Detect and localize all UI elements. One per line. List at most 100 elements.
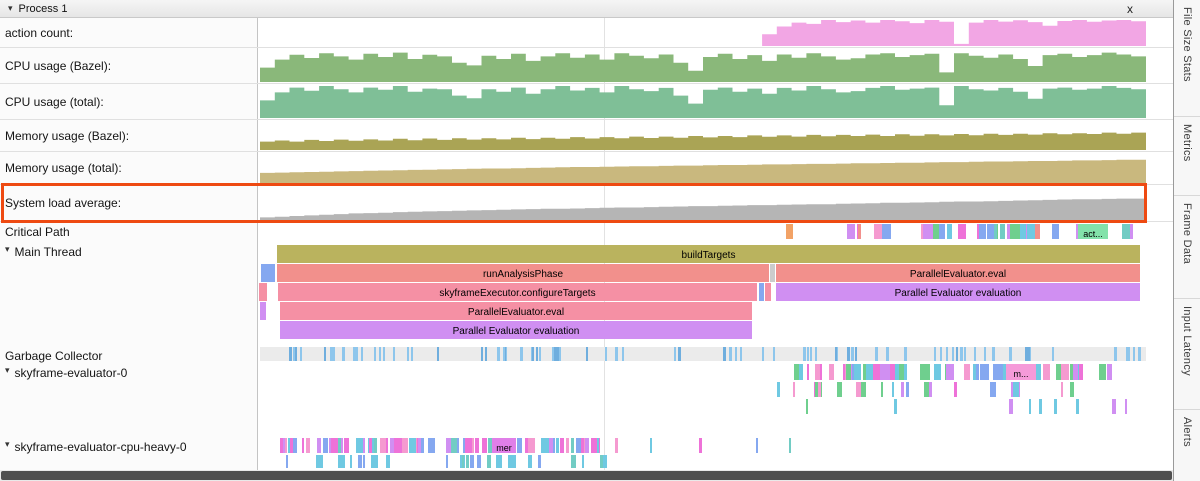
- slice[interactable]: [476, 455, 481, 468]
- slice[interactable]: [621, 347, 624, 361]
- collapse-triangle-icon[interactable]: ▾: [8, 3, 13, 13]
- slice[interactable]: [496, 347, 500, 361]
- slice[interactable]: [992, 347, 995, 361]
- slice[interactable]: [814, 364, 820, 380]
- slice[interactable]: Parallel Evaluator evaluation: [776, 283, 1140, 301]
- slice[interactable]: [978, 224, 986, 239]
- slice[interactable]: [650, 438, 652, 453]
- tab-file-size-stats[interactable]: File Size Stats: [1174, 0, 1200, 117]
- slice[interactable]: Parallel Evaluator evaluation: [280, 321, 752, 339]
- slice[interactable]: [305, 438, 310, 453]
- slice[interactable]: [356, 347, 359, 361]
- slice[interactable]: [920, 364, 930, 380]
- slice[interactable]: [945, 347, 949, 361]
- slice[interactable]: [859, 382, 867, 397]
- slice[interactable]: [340, 455, 346, 468]
- slice[interactable]: [450, 438, 458, 453]
- slice[interactable]: [540, 438, 549, 453]
- slice[interactable]: [854, 347, 857, 361]
- slice[interactable]: [818, 382, 821, 397]
- slice[interactable]: [337, 455, 342, 468]
- slice[interactable]: [960, 347, 964, 361]
- slice[interactable]: [330, 347, 334, 361]
- slice[interactable]: [805, 399, 809, 414]
- slice[interactable]: [875, 364, 884, 380]
- slice[interactable]: [835, 347, 838, 361]
- collapse-triangle-icon[interactable]: ▾: [5, 365, 10, 375]
- slice[interactable]: [851, 347, 854, 361]
- horizontal-scrollbar[interactable]: [0, 470, 1173, 481]
- slice[interactable]: [290, 438, 293, 453]
- slice[interactable]: [584, 438, 590, 453]
- slice[interactable]: [486, 455, 491, 468]
- slice[interactable]: [940, 347, 943, 361]
- slice[interactable]: [474, 438, 479, 453]
- slice[interactable]: [481, 438, 488, 453]
- collapse-triangle-icon[interactable]: ▾: [5, 244, 10, 254]
- scrollbar-thumb[interactable]: [1, 471, 1172, 480]
- badge-slice[interactable]: act...: [1078, 224, 1108, 239]
- slice[interactable]: [586, 347, 589, 361]
- slice[interactable]: [972, 364, 977, 380]
- slice[interactable]: [777, 382, 780, 397]
- track-label-cpu-usage-bazel[interactable]: CPU usage (Bazel):: [0, 48, 258, 83]
- slice[interactable]: [557, 347, 561, 361]
- slice[interactable]: [537, 455, 541, 468]
- slice[interactable]: [294, 347, 298, 361]
- slice[interactable]: [575, 438, 583, 453]
- slice[interactable]: [806, 347, 809, 361]
- slice[interactable]: [761, 347, 765, 361]
- slice[interactable]: [976, 364, 979, 380]
- slice[interactable]: [527, 438, 535, 453]
- slice[interactable]: skyframeExecutor.configureTargets: [278, 283, 757, 301]
- slice[interactable]: [1072, 364, 1078, 380]
- slice[interactable]: [1111, 399, 1116, 414]
- slice[interactable]: [1070, 382, 1075, 397]
- track-label-skyframe-evaluator-0[interactable]: ▾ skyframe-evaluator-0: [0, 363, 258, 437]
- slice[interactable]: [350, 455, 353, 468]
- slice[interactable]: [604, 347, 607, 361]
- slice[interactable]: ParallelEvaluator.eval: [280, 302, 752, 320]
- slice[interactable]: [1121, 224, 1130, 239]
- slice[interactable]: [368, 438, 373, 453]
- slice[interactable]: [880, 364, 890, 380]
- slice[interactable]: [373, 347, 377, 361]
- tab-input-latency[interactable]: Input Latency: [1174, 299, 1200, 411]
- slice[interactable]: [517, 438, 523, 453]
- slice[interactable]: [343, 455, 346, 468]
- slice[interactable]: [552, 347, 556, 361]
- slice[interactable]: [886, 347, 889, 361]
- slice[interactable]: [855, 382, 862, 397]
- slice[interactable]: [353, 347, 357, 361]
- slice[interactable]: [299, 347, 303, 361]
- slice[interactable]: [393, 347, 396, 361]
- slice[interactable]: [344, 438, 349, 453]
- slice[interactable]: [1133, 347, 1136, 361]
- slice[interactable]: [847, 347, 850, 361]
- slice[interactable]: [1077, 364, 1084, 380]
- slice[interactable]: [946, 224, 953, 239]
- slice[interactable]: [836, 382, 842, 397]
- slice[interactable]: [485, 347, 488, 361]
- track-label-action-count[interactable]: action count:: [0, 18, 258, 47]
- slice[interactable]: [535, 347, 538, 361]
- slice[interactable]: [462, 455, 464, 468]
- slice[interactable]: [928, 382, 933, 397]
- slice[interactable]: [734, 347, 738, 361]
- track-canvas-skyframe-evaluator-cpu-heavy-0[interactable]: mer: [258, 437, 1173, 470]
- slice[interactable]: [846, 364, 852, 380]
- slice[interactable]: [896, 364, 904, 380]
- slice[interactable]: [282, 438, 286, 453]
- slice[interactable]: [411, 347, 414, 361]
- slice[interactable]: ParallelEvaluator.eval: [776, 264, 1140, 282]
- slice[interactable]: [858, 224, 862, 239]
- slice[interactable]: [964, 364, 970, 380]
- slice[interactable]: [934, 347, 937, 361]
- slice[interactable]: [894, 399, 898, 414]
- slice[interactable]: [678, 347, 681, 361]
- slice[interactable]: [559, 438, 564, 453]
- slice[interactable]: [260, 302, 266, 320]
- slice[interactable]: [990, 224, 997, 239]
- slice[interactable]: [1114, 347, 1117, 361]
- slice[interactable]: [428, 438, 436, 453]
